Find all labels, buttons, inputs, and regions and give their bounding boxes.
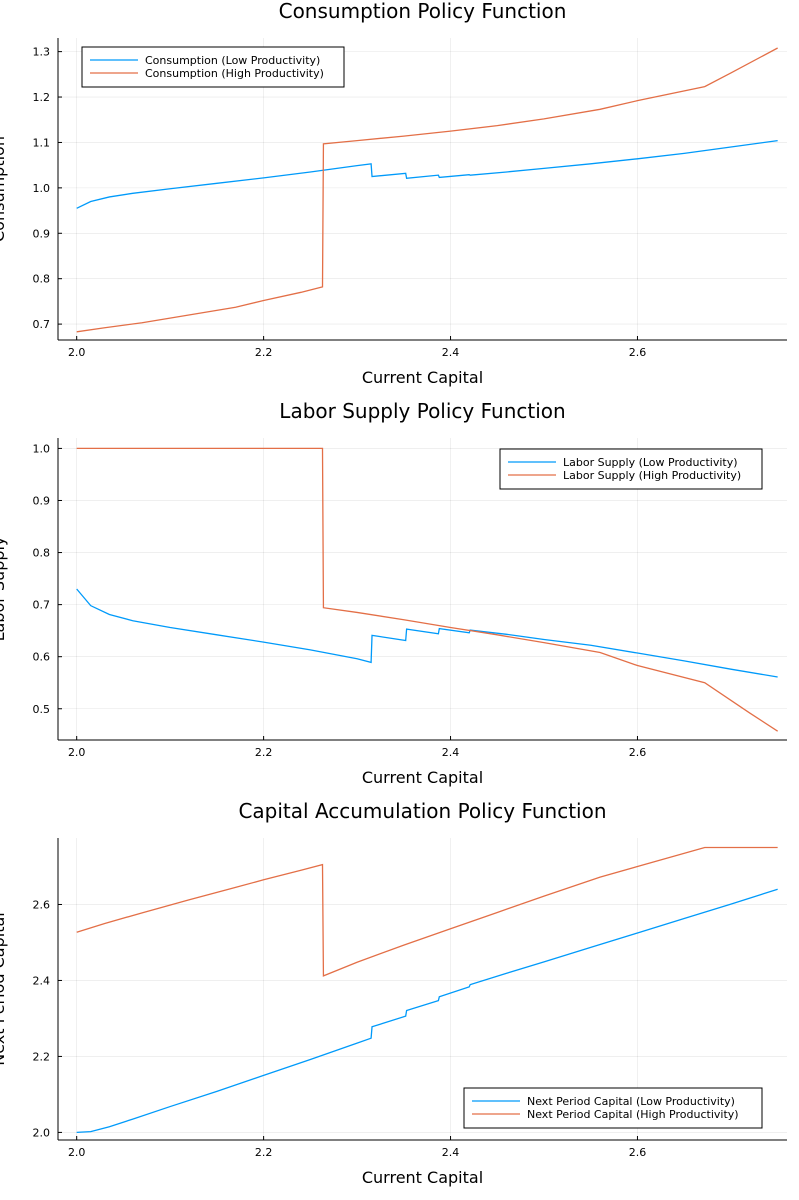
x-tick-label: 2.6 [629,746,647,759]
y-tick-label: 0.5 [33,703,51,716]
legend-entry: Labor Supply (High Productivity) [563,469,741,482]
y-tick-label: 0.8 [33,273,51,286]
y-tick-label: 0.7 [33,318,51,331]
series-line-high [76,846,778,977]
y-tick-label: 1.0 [33,182,51,195]
x-tick-label: 2.4 [442,346,460,359]
y-axis-label: Labor Supply [0,537,8,642]
y-tick-label: 2.6 [33,898,51,911]
series-line-low [76,139,778,209]
y-tick-label: 2.4 [33,974,51,987]
x-tick-label: 2.6 [629,1146,647,1159]
legend: Consumption (Low Productivity)Consumptio… [81,46,345,88]
legend-box [81,46,345,88]
y-tick-label: 0.6 [33,651,51,664]
x-tick-label: 2.4 [442,1146,460,1159]
y-tick-label: 0.9 [33,227,51,240]
y-tick-label: 0.8 [33,547,51,560]
legend-entry: Consumption (High Productivity) [145,67,324,80]
y-tick-label: 2.2 [33,1050,51,1063]
x-tick-label: 2.2 [255,1146,273,1159]
y-tick-label: 0.9 [33,494,51,507]
legend-entry: Consumption (Low Productivity) [145,54,320,67]
legend-entry: Next Period Capital (High Productivity) [527,1108,739,1121]
x-axis-label: Current Capital [362,1168,483,1187]
y-tick-label: 0.7 [33,599,51,612]
y-tick-label: 1.0 [33,442,51,455]
legend-entry: Labor Supply (Low Productivity) [563,456,738,469]
legend-box [499,448,763,490]
y-axis-label: Next Period Capital [0,912,8,1065]
legend-box [463,1087,763,1129]
y-tick-label: 2.0 [33,1126,51,1139]
chart-title: Capital Accumulation Policy Function [238,799,606,823]
x-tick-label: 2.0 [68,346,86,359]
chart-panel-3: 2.0 2.2 2.4 2.6 2.0 2.2 2.4 2.6 Capital Accumula… [0,799,787,1187]
chart-title: Consumption Policy Function [279,0,567,23]
legend: Next Period Capital (Low Productivity)Ne… [463,1087,763,1129]
x-axis-label: Current Capital [362,768,483,787]
y-axis-label: Consumption [0,136,8,242]
y-tick-label: 1.1 [33,136,51,149]
x-tick-label: 2.6 [629,346,647,359]
x-tick-label: 2.0 [68,1146,86,1159]
series-line-low [76,588,778,678]
legend: Labor Supply (Low Productivity)Labor Sup… [499,448,763,490]
x-tick-label: 2.0 [68,746,86,759]
chart-title: Labor Supply Policy Function [279,399,565,423]
series-line-high [76,47,778,333]
chart-panel-1: 2.0 2.2 2.4 2.6 0.7 0.8 0.9 1.0 1.1 1.2 1.3 Consump… [0,0,787,387]
series-line-high [76,447,779,732]
legend-entry: Next Period Capital (Low Productivity) [527,1095,735,1108]
chart-panel-2: 2.0 2.2 2.4 2.6 0.5 0.6 0.7 0.8 0.9 1.0 Labor Supp… [0,399,787,787]
x-tick-label: 2.2 [255,346,273,359]
y-tick-label: 1.2 [33,91,51,104]
x-tick-label: 2.2 [255,746,273,759]
series-line-low [76,888,778,1134]
y-tick-label: 1.3 [33,46,51,59]
x-axis-label: Current Capital [362,368,483,387]
x-tick-label: 2.4 [442,746,460,759]
